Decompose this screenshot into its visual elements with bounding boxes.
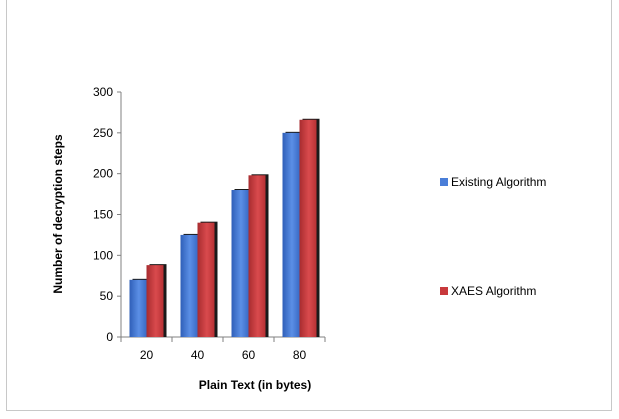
x-tick-label: 20 bbox=[140, 348, 154, 362]
legend-swatch bbox=[440, 287, 448, 295]
x-tick-label: 60 bbox=[242, 348, 256, 362]
y-tick-label: 0 bbox=[106, 330, 113, 344]
y-tick-label: 150 bbox=[93, 208, 113, 222]
bar bbox=[129, 279, 147, 337]
y-tick-label: 50 bbox=[100, 289, 114, 303]
bar bbox=[146, 265, 164, 337]
legend-label: Existing Algorithm bbox=[451, 175, 546, 189]
y-tick-label: 250 bbox=[93, 126, 113, 140]
legend-label: XAES Algorithm bbox=[451, 284, 536, 298]
bar bbox=[248, 175, 266, 337]
legend-swatch bbox=[440, 178, 448, 186]
y-tick-label: 100 bbox=[93, 248, 113, 262]
x-tick-label: 40 bbox=[191, 348, 205, 362]
y-axis-title: Number of decryption steps bbox=[51, 134, 65, 294]
bar bbox=[299, 119, 317, 338]
y-tick-label: 200 bbox=[93, 167, 113, 181]
legend: Existing Algorithm XAES Algorithm bbox=[440, 175, 546, 298]
bar bbox=[197, 222, 215, 337]
x-axis-title: Plain Text (in bytes) bbox=[199, 378, 311, 392]
plot-area: 0 50 100 150 200 250 300 20 40 60 80 bbox=[93, 85, 326, 362]
y-tick-label: 300 bbox=[93, 85, 113, 99]
bar bbox=[180, 234, 198, 337]
bar bbox=[231, 190, 249, 337]
x-tick-label: 80 bbox=[293, 348, 307, 362]
bar bbox=[282, 132, 300, 337]
